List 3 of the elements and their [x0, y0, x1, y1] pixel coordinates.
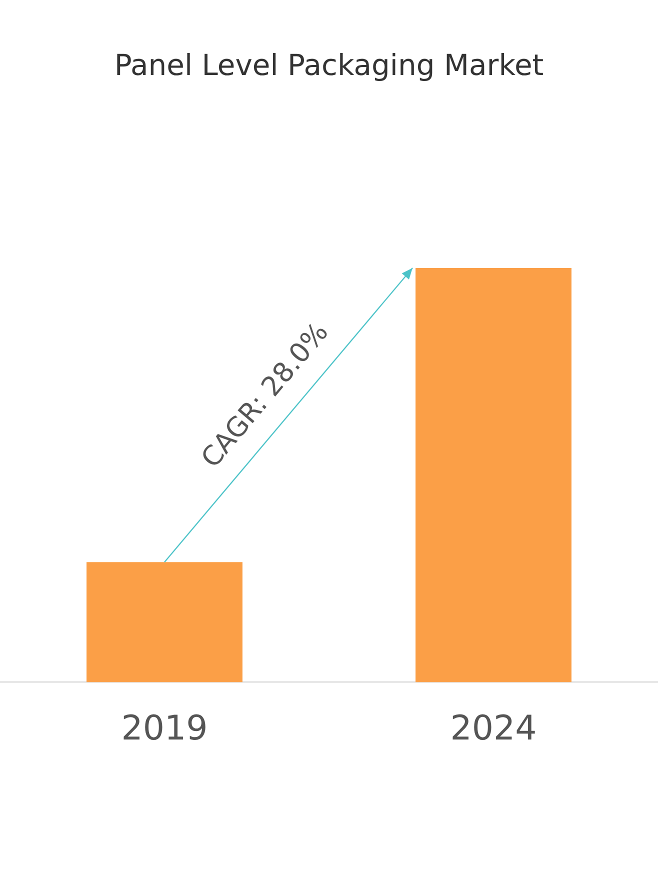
chart-title: Panel Level Packaging Market — [113, 48, 545, 82]
x-tick-label: 2024 — [450, 708, 537, 748]
x-tick-label: 2019 — [121, 708, 208, 748]
